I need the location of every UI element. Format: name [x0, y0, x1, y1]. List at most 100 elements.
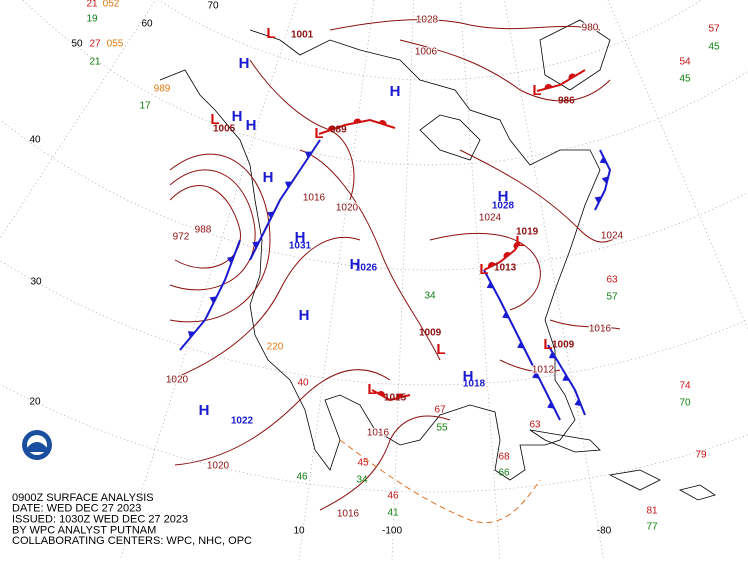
low-pressure: 986 [558, 96, 575, 107]
longitude-label: -100 [382, 526, 402, 537]
warm-front [536, 69, 586, 92]
front-semicircle [503, 252, 511, 259]
isobar-label: 988 [195, 225, 212, 236]
low-symbol: L [314, 125, 323, 142]
low-symbol: L [266, 25, 275, 42]
station-pressure: 989 [154, 84, 171, 95]
front-triangle [305, 151, 313, 159]
front-semicircle [377, 391, 385, 397]
high-symbol: H [246, 117, 257, 134]
temperature: 21 [86, 0, 98, 10]
isobar [549, 319, 621, 330]
dewpoint: 17 [139, 101, 151, 112]
temperature: 79 [695, 450, 707, 461]
front-semicircle [396, 393, 404, 399]
latitude-label: 40 [29, 135, 41, 146]
front-triangle [601, 176, 609, 184]
front-triangle [562, 374, 570, 381]
isobar-label: 1028 [416, 15, 439, 26]
front-semicircle [544, 83, 553, 90]
front-triangle [226, 256, 234, 264]
front-triangle [547, 401, 555, 409]
front-triangle [209, 296, 217, 304]
caption-line: COLLABORATING CENTERS: WPC, NHC, OPC [12, 535, 252, 547]
front-triangle [502, 311, 510, 319]
coastline [529, 429, 601, 453]
isobar-label: 1016 [303, 193, 326, 204]
dewpoint: 55 [436, 423, 448, 434]
isobar-label: 1016 [337, 509, 360, 520]
low-symbol: L [436, 341, 445, 358]
longitude-line [119, 0, 298, 561]
high-symbol: H [463, 368, 474, 385]
isobar-label: 1012 [532, 365, 555, 376]
temperature: 68 [498, 452, 510, 463]
isobar-label: 1020 [166, 375, 189, 386]
isobar [319, 415, 451, 511]
isobar-label: 1020 [336, 203, 359, 214]
front-semicircle [353, 118, 362, 124]
high-symbol: H [239, 55, 250, 72]
station-pressure: 052 [103, 0, 120, 10]
dewpoint: 45 [708, 42, 720, 53]
isobar-label: 1024 [601, 231, 624, 242]
temperature: 45 [357, 458, 369, 469]
low-pressure: 1009 [552, 340, 575, 351]
isobar-label: 1006 [415, 47, 438, 58]
high-pressure: 1028 [492, 201, 515, 212]
longitude-label: 70 [207, 1, 219, 12]
front-semicircle [488, 262, 496, 268]
isobar-label: 1024 [479, 213, 502, 224]
front-triangle [252, 241, 260, 249]
isobar [429, 233, 541, 311]
latitude-label: 60 [141, 19, 153, 30]
isobar [299, 149, 441, 361]
temperature: 81 [646, 506, 658, 517]
coastline [419, 114, 481, 161]
dewpoint: 34 [356, 475, 368, 486]
isobar [169, 185, 241, 269]
isobar-label: 1016 [589, 324, 612, 335]
station-pressure: 220 [267, 342, 284, 353]
front-semicircle [513, 242, 520, 250]
temperature: 67 [434, 405, 446, 416]
latitude-circle [0, 260, 748, 386]
logo-wave [27, 442, 47, 452]
cold-front [249, 139, 321, 261]
front-triangle [486, 281, 494, 289]
isobar [499, 359, 561, 373]
front-triangle [594, 196, 602, 204]
high-symbol: H [295, 229, 306, 246]
fronts [179, 69, 612, 421]
temperature: 54 [679, 57, 691, 68]
dewpoint: 77 [646, 522, 658, 533]
caption-line: 0900Z SURFACE ANALYSIS [12, 492, 154, 504]
high-symbol: H [350, 256, 361, 273]
isobar [169, 236, 361, 381]
isobar-label: 1016 [367, 428, 390, 439]
isobar [174, 369, 391, 466]
caption-line: BY WPC ANALYST PUTNAM [12, 524, 156, 536]
high-pressure: 1022 [231, 416, 254, 427]
low-symbol: L [367, 381, 376, 398]
coastline [608, 469, 661, 491]
temperature: 46 [387, 491, 399, 502]
isobar-label: 980 [582, 23, 599, 34]
low-symbol: L [532, 82, 541, 99]
dewpoint: 46 [296, 472, 308, 483]
isobar-label: 1020 [207, 461, 230, 472]
front-triangle [548, 351, 557, 359]
front-triangle [285, 181, 293, 189]
front-semicircle [568, 73, 576, 80]
isobar [329, 19, 601, 31]
coastline [678, 484, 716, 501]
low-symbol: L [479, 261, 488, 278]
front-semicircle [378, 120, 387, 126]
dewpoint: 34 [424, 291, 436, 302]
isobar-label: 972 [173, 232, 190, 243]
caption-line: ISSUED: 1030Z WED DEC 27 2023 [12, 514, 188, 526]
isobar [169, 169, 256, 291]
isobar [459, 149, 621, 243]
